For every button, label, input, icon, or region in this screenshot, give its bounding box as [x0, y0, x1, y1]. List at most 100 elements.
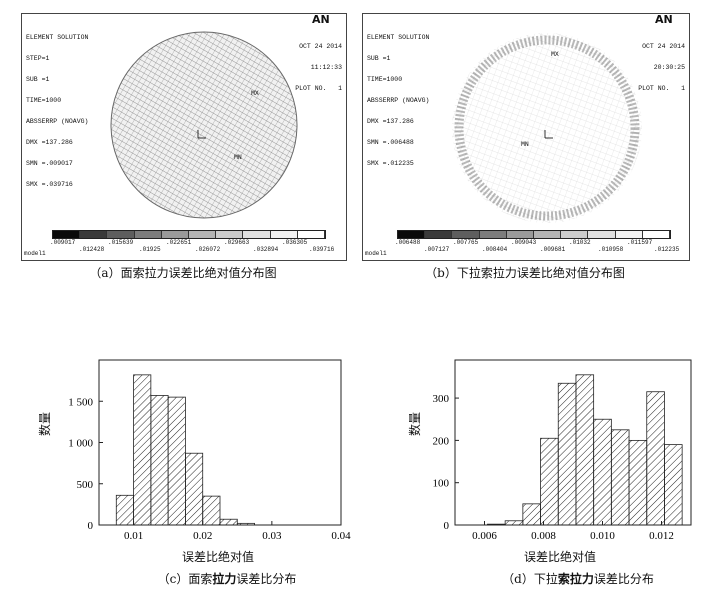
y-tick-label: 0: [88, 520, 94, 532]
colorbar-swatch: [80, 231, 108, 238]
hist-bar: [150, 395, 169, 526]
cb-label: .026072: [195, 246, 221, 253]
header-line: STEP=1: [26, 55, 50, 62]
hist-bar: [593, 418, 612, 526]
date-text: OCT 24 2014: [642, 43, 685, 50]
chart-d-caption: （d）下拉索拉力误差比分布: [458, 570, 698, 587]
x-tick-label: 0.008: [531, 530, 556, 542]
panel-b-net-rim: [454, 35, 640, 221]
colorbar-swatch: [398, 231, 426, 238]
colorbar-swatch: [134, 231, 162, 238]
y-tick-label: 500: [77, 479, 94, 491]
cb-label: .007765: [453, 239, 479, 246]
panel-a-net-disc: [110, 31, 298, 219]
cb-label: .015639: [108, 239, 134, 246]
panel-a-mesh-drawing: [110, 31, 298, 219]
time-text: 11:12:33: [310, 64, 342, 71]
x-tick-label: 0.012: [649, 530, 674, 542]
chart-c-ylabel: 数量: [38, 411, 52, 436]
panel-a-caption: （a）面索拉力误差比绝对值分布图: [89, 266, 277, 280]
hist-bar: [540, 437, 559, 526]
hist-bar: [202, 495, 221, 526]
colorbar-swatch: [452, 231, 480, 238]
caption-part: 误差比分布: [236, 572, 297, 586]
colorbar-swatch: [189, 231, 217, 238]
hist-bar: [522, 503, 541, 526]
panel-b-mn-marker: MN: [521, 141, 529, 148]
colorbar-swatch: [561, 231, 589, 238]
colorbar-swatch: [297, 231, 326, 238]
chart-c: 0.01 0.02 0.03 0.04 0 500 1 000 1 500 数量 误差比绝对值…: [0, 340, 360, 598]
cb-label: .009043: [511, 239, 537, 246]
chart-c-caption: （c）面索拉力误差比分布: [92, 570, 362, 587]
cb-label: .007127: [424, 246, 450, 253]
hist-bar: [664, 444, 683, 526]
panel-a-colorbar-labels: .009017 .015639 .022651 .029663 .036305 …: [50, 239, 334, 255]
cb-label: .011597: [627, 239, 653, 246]
x-tick-label: 0.02: [193, 530, 212, 542]
colorbar-swatch: [588, 231, 616, 238]
cb-label: .029663: [224, 239, 250, 246]
y-tick-label: 300: [433, 393, 450, 405]
cb-label: .01925: [139, 246, 161, 253]
caption-part-bold: 拉力: [212, 572, 237, 586]
colorbar-swatch: [479, 231, 507, 238]
colorbar-swatch: [642, 231, 671, 238]
hist-bar: [133, 374, 152, 526]
cb-label: .022651: [166, 239, 192, 246]
x-tick-label: 0.03: [262, 530, 282, 542]
panel-b-net-disc: [452, 33, 642, 223]
caption-part: 误差比分布: [593, 572, 654, 586]
header-line: DMX =137.286: [26, 139, 73, 146]
header-line: SMN =.009017: [26, 160, 73, 167]
hist-bar: [557, 382, 577, 526]
hist-bar: [115, 494, 134, 526]
header-line: DMX =137.286: [367, 118, 414, 125]
panel-a-logo: AN: [312, 13, 330, 26]
cb-label: .006488: [395, 239, 421, 246]
header-line: TIME=1000: [26, 97, 62, 104]
panel-a-colorbar: [52, 230, 326, 239]
hist-bar: [167, 396, 186, 526]
cb-label: .036305: [282, 239, 308, 246]
cb-label: .009017: [50, 239, 76, 246]
header-line: SMN =.006488: [367, 139, 414, 146]
panel-b-mx-marker: MX: [551, 51, 559, 58]
colorbar-swatch: [534, 231, 562, 238]
colorbar-swatch: [270, 231, 298, 238]
x-tick-label: 0.006: [472, 530, 497, 542]
chart-d-svg: 0.006 0.008 0.010 0.012 0 100 200 300: [433, 359, 692, 542]
hist-bar: [236, 522, 255, 526]
cb-label: .008404: [482, 246, 508, 253]
y-tick-label: 0: [444, 520, 450, 532]
hist-bar: [504, 520, 524, 526]
cb-label: .010958: [598, 246, 624, 253]
panel-b-caption: （b）下拉索拉力误差比绝对值分布图: [425, 266, 625, 280]
hist-bar: [575, 374, 595, 526]
chart-d-ylabel: 数量: [408, 411, 422, 436]
x-tick-label: 0.01: [124, 530, 143, 542]
header-line: SUB =1: [367, 55, 391, 62]
panel-b-logo: AN: [655, 13, 673, 26]
caption-part: （c）面索: [157, 572, 213, 586]
cb-label: .032894: [253, 246, 279, 253]
chart-c-svg: 0.01 0.02 0.03 0.04 0 500 1 000 1 500: [68, 359, 351, 542]
y-tick-label: 100: [433, 478, 450, 490]
header-line: ELEMENT SOLUTION: [367, 34, 430, 41]
colorbar-swatch: [615, 231, 643, 238]
colorbar-swatch: [53, 231, 81, 238]
header-line: ABSSERRP (NOAVG): [26, 118, 89, 125]
panel-a-model-label: model1: [24, 250, 46, 257]
header-line: TIME=1000: [367, 76, 403, 83]
colorbar-swatch: [216, 231, 244, 238]
header-line: ELEMENT SOLUTION: [26, 34, 89, 41]
cb-label: .009681: [540, 246, 566, 253]
hist-bar: [628, 439, 648, 526]
chart-d-xlabel: 误差比绝对值: [524, 550, 597, 564]
colorbar-swatch: [107, 231, 135, 238]
panel-b-header-info: ELEMENT SOLUTION SUB =1 TIME=1000 ABSSER…: [367, 20, 429, 181]
plot-no-text: PLOT NO. 1: [295, 85, 342, 92]
caption-part: （d）下拉: [502, 572, 558, 586]
y-tick-label: 1 000: [68, 438, 93, 450]
cb-label: .01032: [569, 239, 591, 246]
